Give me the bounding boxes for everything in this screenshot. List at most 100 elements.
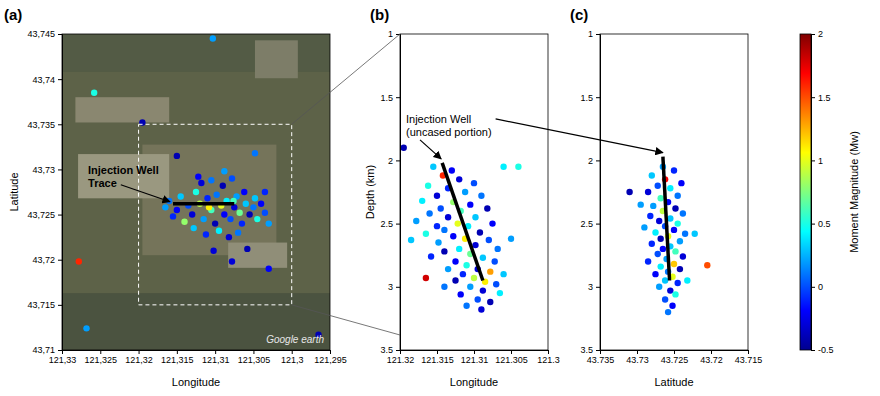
- annotation: Trace: [88, 177, 117, 189]
- tick-mark: [811, 224, 815, 225]
- colorbar-title: Moment Magnitude (Mw): [848, 131, 860, 253]
- event: [250, 204, 256, 210]
- map-patch: [78, 154, 169, 198]
- event: [467, 201, 473, 207]
- tick: 2.5: [580, 219, 600, 229]
- tick-label: 121.305: [495, 355, 528, 365]
- event: [484, 205, 490, 211]
- tick-label: 2.5: [380, 219, 393, 229]
- tick: 43,725: [27, 210, 62, 220]
- tick-mark: [58, 305, 62, 306]
- tick: 121,295: [314, 350, 347, 365]
- event: [456, 246, 462, 252]
- event: [83, 325, 89, 331]
- tick: 0: [811, 282, 823, 292]
- tick-mark: [330, 350, 331, 354]
- event: [652, 271, 658, 277]
- event: [652, 229, 658, 235]
- plot-area: [62, 34, 330, 350]
- tick: 121.315: [421, 350, 454, 365]
- figure: 121,33121,325121,32121,315121,31121,3051…: [0, 0, 880, 396]
- event: [650, 203, 656, 209]
- tick-mark: [811, 160, 815, 161]
- event: [246, 211, 252, 217]
- event: [649, 241, 655, 247]
- event: [198, 180, 204, 186]
- tick: 121.3: [537, 350, 560, 365]
- tick-label: 43,72: [32, 255, 55, 265]
- tick-label: 121,305: [238, 355, 271, 365]
- event: [497, 290, 503, 296]
- event: [423, 275, 429, 281]
- tick-mark: [396, 287, 400, 288]
- tick: 121.305: [495, 350, 528, 365]
- plot-area: [600, 34, 748, 350]
- event: [462, 189, 468, 195]
- event: [177, 193, 183, 199]
- x-axis: 121,33121,325121,32121,315121,31121,3051…: [49, 350, 347, 365]
- event: [243, 201, 249, 207]
- event: [638, 201, 644, 207]
- event: [189, 211, 195, 217]
- tick: 43.715: [735, 350, 763, 365]
- tick-label: 121,325: [85, 355, 118, 365]
- tick: 121,3: [281, 350, 304, 365]
- tick-mark: [474, 350, 475, 354]
- map-ground: [62, 34, 330, 350]
- tick-mark: [596, 350, 600, 351]
- event: [445, 214, 451, 220]
- plot-ground: [600, 34, 748, 350]
- event: [682, 231, 688, 237]
- event: [667, 287, 673, 293]
- tick-label: 0.5: [818, 219, 831, 229]
- tick: 121,31: [202, 350, 230, 365]
- tick: 43,74: [32, 75, 62, 85]
- event: [500, 164, 506, 170]
- event: [213, 192, 219, 198]
- tick-label: 121,33: [49, 355, 77, 365]
- axis-line: [58, 35, 63, 351]
- tick-mark: [292, 350, 293, 354]
- x-axis-title: Longitude: [172, 376, 220, 388]
- tick: 1: [388, 29, 400, 39]
- event: [672, 291, 678, 297]
- tick-label: 121,31: [202, 355, 230, 365]
- tick-label: 121,32: [125, 355, 153, 365]
- event: [680, 210, 686, 216]
- event: [450, 233, 456, 239]
- event: [677, 266, 683, 272]
- event: [667, 185, 673, 191]
- plot-area: [400, 34, 548, 350]
- event: [657, 195, 663, 201]
- tick: 2.5: [380, 219, 400, 229]
- tick-mark: [58, 350, 62, 351]
- tick: 1.5: [380, 93, 400, 103]
- tick-label: 1: [388, 29, 393, 39]
- event: [478, 306, 484, 312]
- event: [435, 239, 441, 245]
- tick-mark: [596, 97, 600, 98]
- event: [91, 89, 97, 95]
- tick-label: 43.72: [700, 355, 723, 365]
- colorbar-axis: -0.500.511.52: [811, 29, 834, 355]
- event: [478, 193, 484, 199]
- event: [441, 227, 447, 233]
- panel: 121,33121,325121,32121,315121,31121,3051…: [4, 6, 347, 388]
- event: [692, 231, 698, 237]
- event: [492, 258, 498, 264]
- event: [220, 182, 226, 188]
- tick-label: 43,725: [27, 210, 55, 220]
- tick-mark: [58, 124, 62, 125]
- event: [239, 220, 245, 226]
- event: [221, 168, 227, 174]
- tick: 0.5: [811, 219, 831, 229]
- tick-label: 43,74: [32, 75, 55, 85]
- event: [434, 223, 440, 229]
- tick-label: 1.5: [580, 93, 593, 103]
- event: [704, 262, 710, 268]
- event: [212, 220, 218, 226]
- event: [441, 248, 447, 254]
- y-axis: 11.522.533.5: [580, 29, 600, 355]
- event: [467, 284, 473, 290]
- event: [675, 193, 681, 199]
